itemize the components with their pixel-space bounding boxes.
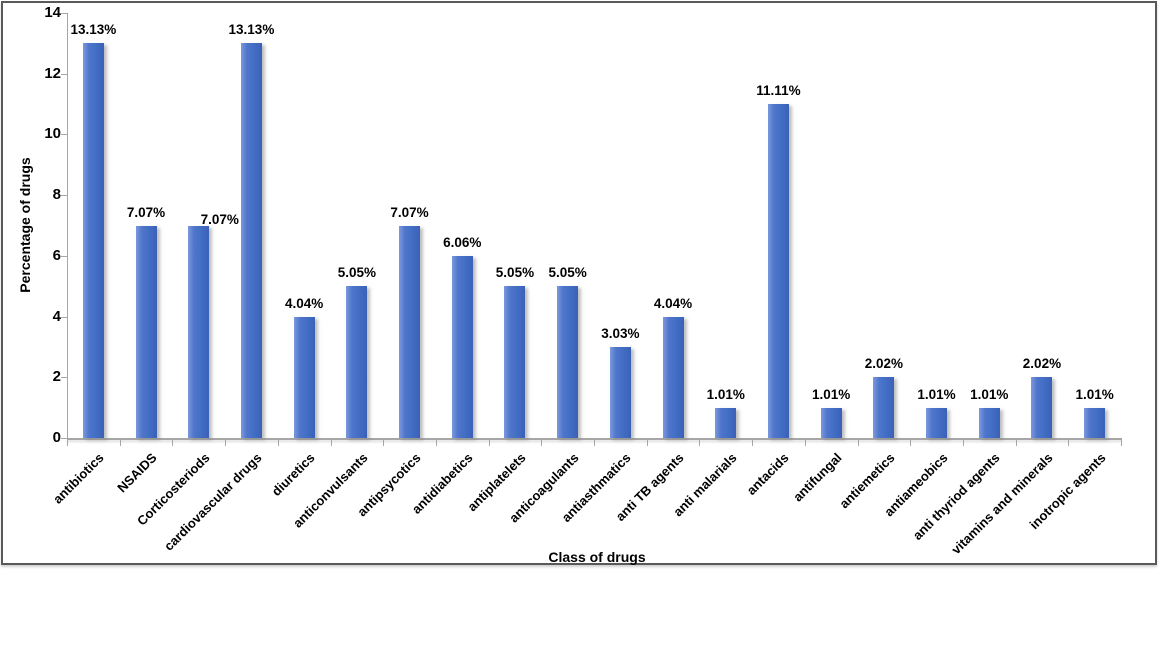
x-tick-mark — [541, 440, 543, 446]
x-tick-mark — [277, 440, 279, 446]
x-tick-mark — [435, 440, 437, 446]
y-axis-line — [67, 13, 68, 440]
bar-value-label-inotropic-agents: 1.01% — [1075, 386, 1114, 402]
bar-vitamins-and-minerals — [1031, 377, 1053, 438]
x-tick-mark — [172, 440, 174, 446]
bar-anti-malarials — [715, 407, 737, 438]
y-tick-label: 4 — [52, 307, 61, 325]
x-tick-mark — [594, 440, 595, 446]
x-axis-title: Class of drugs — [548, 549, 646, 565]
chart-frame: Percentage of drugs Class of drugs 0 2 4 6 8… — [1, 1, 1157, 565]
y-tick-label: 14 — [44, 4, 61, 21]
bar-value-label-antipsycotics: 7.07% — [390, 204, 429, 220]
x-category-label-inotropic-agents: inotropic agents — [1026, 450, 1109, 533]
bar-value-label-antidiabetics: 6.06% — [443, 234, 482, 250]
bar-antifungal — [820, 407, 842, 438]
y-tick-mark — [61, 13, 67, 14]
y-tick-mark — [61, 73, 67, 75]
x-tick-mark — [804, 440, 806, 446]
x-tick-mark — [646, 440, 648, 446]
y-tick-label: 2 — [52, 368, 61, 386]
bar-anti-thyriod-agents — [978, 407, 1000, 438]
bar-value-label-anticonvulsants: 5.05% — [337, 265, 376, 281]
bar-value-label-vitamins-and-minerals: 2.02% — [1022, 356, 1062, 372]
bar-inotropic-agents — [1084, 407, 1106, 438]
x-category-label-anti-thyriod-agents: anti thyriod agents — [910, 450, 1003, 543]
bar-antipsycotics — [399, 225, 421, 438]
y-tick-mark — [61, 316, 67, 318]
y-tick-label: 0 — [52, 429, 61, 446]
bar-value-label-antiplatelets: 5.05% — [495, 265, 535, 281]
bar-value-label-nsaids: 7.07% — [126, 204, 166, 220]
x-tick-mark — [1121, 440, 1122, 446]
y-tick-mark — [61, 438, 67, 439]
y-tick-label: 8 — [52, 186, 61, 204]
bar-diuretics — [293, 316, 315, 438]
x-axis-line — [67, 438, 1122, 440]
y-tick-label: 12 — [44, 64, 61, 82]
y-tick-label: 6 — [52, 246, 61, 264]
x-tick-mark — [330, 440, 332, 446]
bar-value-label-antacids: 11.11% — [756, 83, 801, 99]
bar-chart: Percentage of drugs Class of drugs 0 2 4 6 8… — [3, 3, 1155, 565]
bar-value-label-anti-malarials: 1.01% — [706, 386, 745, 402]
x-tick-mark — [1015, 440, 1017, 446]
x-tick-mark — [857, 440, 859, 446]
x-tick-mark — [699, 440, 701, 446]
bar-antacids — [767, 104, 789, 438]
bar-anticoagulants — [557, 286, 579, 438]
bar-antiameobics — [926, 407, 948, 438]
y-tick-mark — [61, 134, 67, 136]
bar-nsaids — [135, 225, 157, 438]
y-tick-mark — [61, 195, 67, 197]
y-tick-mark — [61, 377, 67, 379]
bar-antiasthmatics — [609, 346, 631, 438]
x-tick-mark — [1068, 440, 1070, 446]
bar-value-label-antiemetics: 2.02% — [864, 356, 903, 372]
bar-value-label-corticosteriods: 7.07% — [200, 211, 239, 227]
bar-value-label-anti-thyriod-agents: 1.01% — [970, 386, 1009, 402]
bar-value-label-antiameobics: 1.01% — [917, 386, 956, 402]
bar-anticonvulsants — [346, 286, 368, 438]
bar-value-label-antiasthmatics: 3.03% — [601, 325, 640, 341]
x-tick-mark — [225, 440, 227, 446]
x-tick-mark — [67, 440, 68, 446]
bar-value-label-anticoagulants: 5.05% — [548, 265, 587, 281]
bar-antiemetics — [873, 377, 895, 438]
x-tick-mark — [488, 440, 490, 446]
bar-value-label-cardiovascular-drugs: 13.13% — [228, 22, 275, 38]
bar-antibiotics — [82, 43, 104, 438]
x-tick-mark — [752, 440, 754, 446]
y-axis-title: Percentage of drugs — [17, 157, 33, 293]
y-tick-label: 10 — [44, 125, 61, 143]
x-tick-mark — [119, 440, 121, 446]
bar-antidiabetics — [451, 255, 473, 438]
y-tick-mark — [61, 255, 67, 257]
bar-value-label-antifungal: 1.01% — [812, 386, 851, 402]
x-tick-mark — [962, 440, 964, 446]
bar-antiplatelets — [504, 286, 526, 438]
bar-value-label-antibiotics: 13.13% — [70, 22, 117, 38]
bar-anti-tb-agents — [662, 316, 684, 438]
bar-cardiovascular-drugs — [240, 43, 262, 438]
bar-value-label-anti-tb-agents: 4.04% — [653, 295, 693, 311]
x-tick-mark — [910, 440, 912, 446]
bar-value-label-diuretics: 4.04% — [285, 295, 324, 311]
bar-corticosteriods — [188, 225, 210, 438]
x-tick-mark — [383, 440, 385, 446]
x-category-label-vitamins-and-minerals: vitamins and minerals — [948, 450, 1056, 558]
